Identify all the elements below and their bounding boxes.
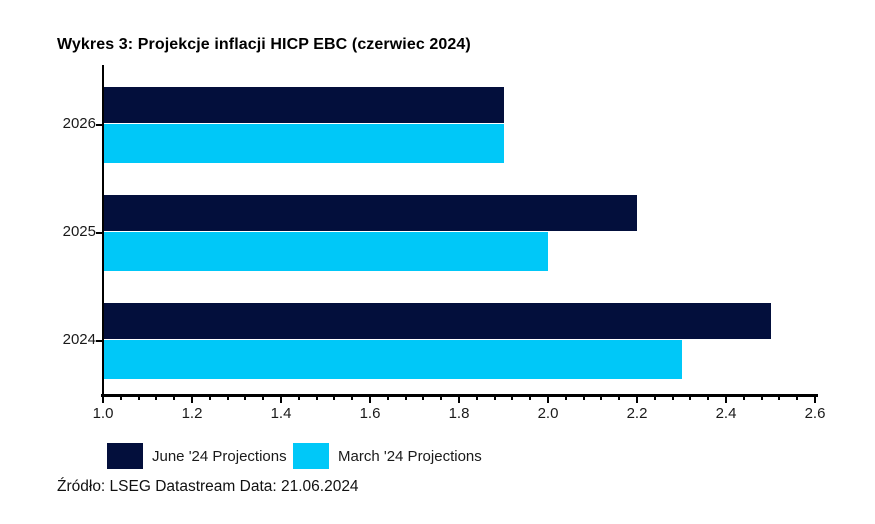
x-axis-label: 2.0 bbox=[537, 405, 559, 422]
x-axis-label: 2.6 bbox=[804, 405, 826, 422]
x-axis-major-tick bbox=[725, 394, 727, 403]
x-axis-minor-tick bbox=[742, 394, 745, 400]
bar-march-2025 bbox=[103, 232, 548, 271]
x-axis-minor-tick bbox=[760, 394, 763, 400]
legend-swatch-june-icon bbox=[107, 443, 143, 469]
x-axis-minor-tick bbox=[475, 394, 478, 400]
x-axis-label: 1.2 bbox=[181, 405, 203, 422]
x-axis-minor-tick bbox=[600, 394, 603, 400]
x-axis-minor-tick bbox=[262, 394, 265, 400]
bar-march-2024 bbox=[103, 340, 682, 379]
y-axis-tick bbox=[96, 124, 103, 126]
x-axis-minor-tick bbox=[155, 394, 158, 400]
x-axis-minor-tick bbox=[208, 394, 211, 400]
legend-item-march: March '24 Projections bbox=[293, 443, 482, 469]
x-axis-minor-tick bbox=[386, 394, 389, 400]
legend: June '24 Projections March '24 Projectio… bbox=[0, 443, 875, 471]
x-axis-minor-tick bbox=[351, 394, 354, 400]
x-axis-major-tick bbox=[814, 394, 816, 403]
x-axis-minor-tick bbox=[653, 394, 656, 400]
legend-label-june: June '24 Projections bbox=[152, 447, 287, 465]
x-axis-label: 1.4 bbox=[270, 405, 292, 422]
x-axis-major-tick bbox=[458, 394, 460, 403]
x-axis-minor-tick bbox=[511, 394, 514, 400]
x-axis-minor-tick bbox=[689, 394, 692, 400]
x-axis-major-tick bbox=[369, 394, 371, 403]
legend-item-june: June '24 Projections bbox=[107, 443, 287, 469]
x-axis-minor-tick bbox=[333, 394, 336, 400]
x-axis-label: 1.8 bbox=[448, 405, 470, 422]
x-axis-minor-tick bbox=[244, 394, 247, 400]
x-axis-label: 2.2 bbox=[626, 405, 648, 422]
bar-june-2024 bbox=[103, 303, 771, 339]
x-axis-minor-tick bbox=[119, 394, 122, 400]
y-axis-label-2026: 2026 bbox=[62, 115, 96, 132]
x-axis-minor-tick bbox=[404, 394, 407, 400]
x-axis-minor-tick bbox=[671, 394, 674, 400]
x-axis-minor-tick bbox=[440, 394, 443, 400]
x-axis-major-tick bbox=[102, 394, 104, 403]
x-axis-minor-tick bbox=[778, 394, 781, 400]
y-axis-tick bbox=[96, 232, 103, 234]
x-axis-label: 1.6 bbox=[359, 405, 381, 422]
legend-swatch-march-icon bbox=[293, 443, 329, 469]
y-axis-label-2025: 2025 bbox=[62, 223, 96, 240]
x-axis-minor-tick bbox=[422, 394, 425, 400]
legend-label-march: March '24 Projections bbox=[338, 447, 482, 465]
bar-june-2026 bbox=[103, 87, 504, 123]
x-axis-minor-tick bbox=[707, 394, 710, 400]
x-axis-label: 1.0 bbox=[92, 405, 114, 422]
bar-march-2026 bbox=[103, 124, 504, 163]
x-axis-minor-tick bbox=[173, 394, 176, 400]
x-axis-major-tick bbox=[280, 394, 282, 403]
source-line: Źródło: LSEG Datastream Data: 21.06.2024 bbox=[57, 478, 359, 495]
chart-title: Wykres 3: Projekcje inflacji HICP EBC (c… bbox=[57, 36, 471, 53]
y-axis-line bbox=[102, 65, 104, 397]
x-axis-minor-tick bbox=[226, 394, 229, 400]
x-axis-minor-tick bbox=[618, 394, 621, 400]
x-axis-minor-tick bbox=[529, 394, 532, 400]
x-axis-major-tick bbox=[547, 394, 549, 403]
x-axis-minor-tick bbox=[564, 394, 567, 400]
x-axis-minor-tick bbox=[493, 394, 496, 400]
x-axis-minor-tick bbox=[297, 394, 300, 400]
bar-june-2025 bbox=[103, 195, 637, 231]
x-axis-minor-tick bbox=[582, 394, 585, 400]
y-axis-tick bbox=[96, 340, 103, 342]
x-axis-minor-tick bbox=[796, 394, 799, 400]
x-axis-label: 2.4 bbox=[715, 405, 737, 422]
x-axis-minor-tick bbox=[315, 394, 318, 400]
x-axis-major-tick bbox=[191, 394, 193, 403]
x-axis-minor-tick bbox=[137, 394, 140, 400]
x-axis-major-tick bbox=[636, 394, 638, 403]
y-axis-label-2024: 2024 bbox=[62, 331, 96, 348]
